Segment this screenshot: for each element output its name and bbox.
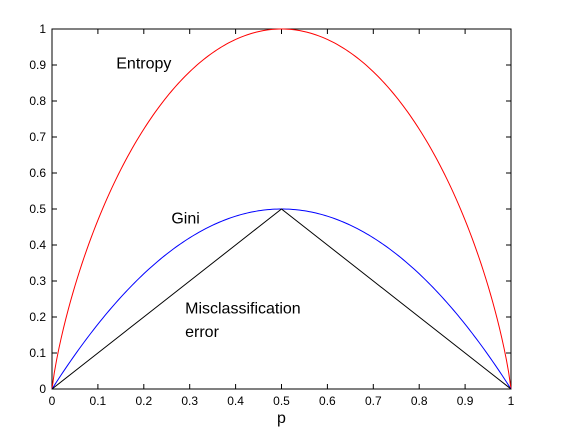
y-tick-label-6: 0.6 — [29, 166, 46, 180]
y-tick-label-2: 0.2 — [29, 310, 46, 324]
x-axis-label: p — [277, 410, 286, 427]
y-axis-ticks: 0 0.1 0.2 0.3 0.4 0.5 0.6 0.7 0.8 0.9 1 — [29, 22, 511, 396]
y-tick-label-1: 0.1 — [29, 346, 46, 360]
error-annotation: error — [185, 324, 219, 341]
misclassification-line — [51, 208, 512, 390]
y-tick-label-3: 0.3 — [29, 274, 46, 288]
entropy-line — [51, 28, 512, 390]
entropy-annotation: Entropy — [116, 56, 171, 73]
y-tick-label-0: 0 — [39, 382, 46, 396]
x-tick-label-5: 0.5 — [273, 394, 290, 408]
y-tick-label-5: 0.5 — [29, 202, 46, 216]
y-tick-label-9: 0.9 — [29, 58, 46, 72]
x-tick-label-8: 0.8 — [411, 394, 428, 408]
x-tick-label-7: 0.7 — [365, 394, 382, 408]
x-tick-label-2: 0.2 — [135, 394, 152, 408]
y-tick-label-8: 0.8 — [29, 94, 46, 108]
misclassification-annotation: Misclassification — [185, 300, 301, 317]
x-tick-label-0: 0 — [49, 394, 56, 408]
y-tick-label-4: 0.4 — [29, 238, 46, 252]
x-axis-ticks: 0 0.1 0.2 0.3 0.4 0.5 0.6 0.7 0.8 0.9 1 — [49, 29, 515, 408]
x-tick-label-3: 0.3 — [181, 394, 198, 408]
x-tick-label-1: 0.1 — [90, 394, 107, 408]
x-tick-label-9: 0.9 — [457, 394, 474, 408]
gini-annotation: Gini — [171, 210, 199, 227]
y-tick-label-7: 0.7 — [29, 130, 46, 144]
series-layer — [51, 28, 512, 390]
y-tick-label-10: 1 — [39, 22, 46, 36]
x-tick-label-6: 0.6 — [319, 394, 336, 408]
x-tick-label-10: 1 — [508, 394, 515, 408]
x-tick-label-4: 0.4 — [227, 394, 244, 408]
annotations: Entropy Gini Misclassification error — [116, 56, 300, 341]
